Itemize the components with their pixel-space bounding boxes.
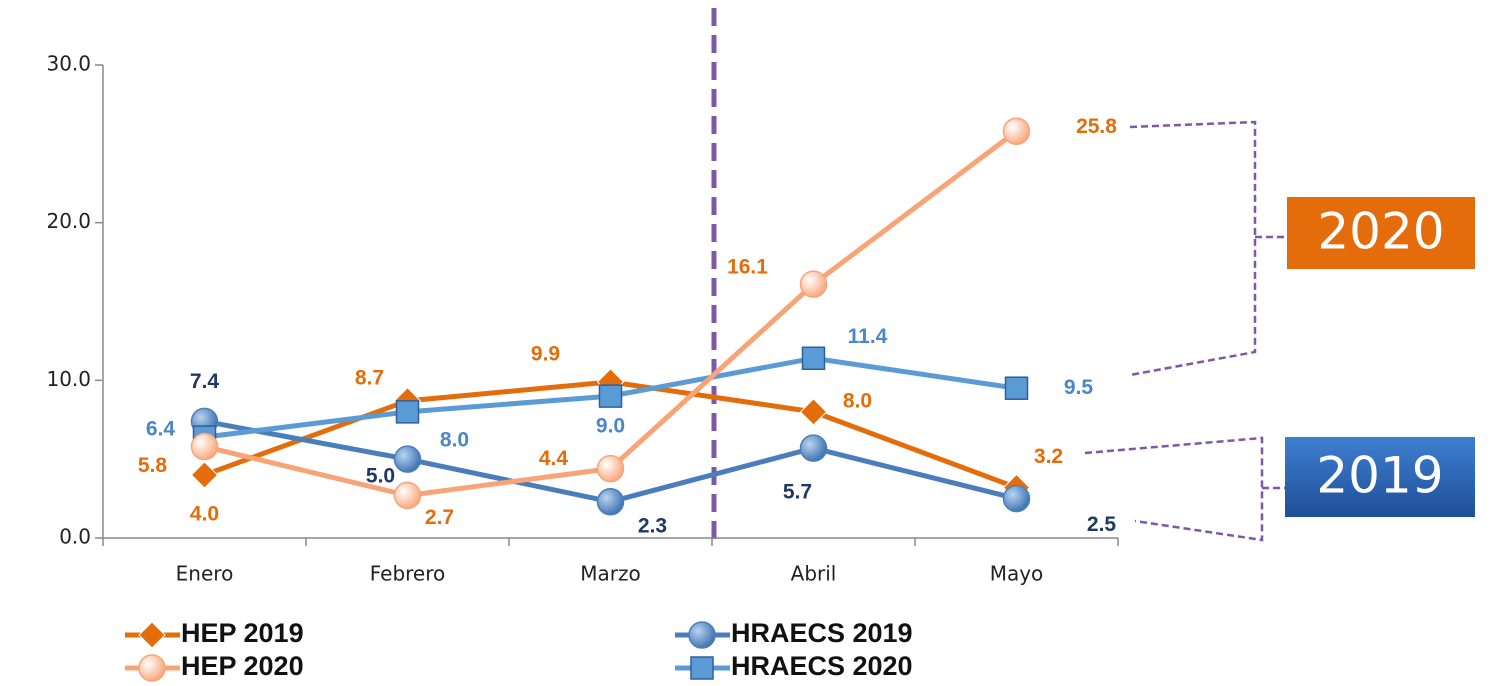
legend-label: HEP 2020 bbox=[181, 651, 304, 681]
x-tick-label: Mayo bbox=[990, 562, 1044, 586]
data-label: 8.0 bbox=[440, 428, 469, 451]
data-label: 6.4 bbox=[146, 418, 176, 441]
y-tick-label: 20.0 bbox=[46, 209, 91, 233]
marker bbox=[393, 481, 422, 510]
data-label: 9.9 bbox=[531, 342, 560, 365]
data-label: 9.0 bbox=[596, 415, 625, 438]
annotation: 2020 bbox=[1317, 203, 1444, 261]
data-label: 2.7 bbox=[425, 506, 454, 529]
marker bbox=[190, 432, 219, 461]
marker bbox=[688, 621, 716, 649]
marker bbox=[799, 270, 828, 298]
data-label: 16.1 bbox=[727, 256, 768, 279]
marker bbox=[395, 400, 420, 424]
bracket-2020 bbox=[1129, 120, 1257, 377]
data-label: 11.4 bbox=[848, 325, 888, 348]
annotation: 2019 bbox=[1316, 447, 1443, 505]
data-label: 5.0 bbox=[366, 465, 395, 488]
x-tick-label: Marzo bbox=[580, 562, 640, 586]
legend-label: HEP 2019 bbox=[181, 618, 304, 648]
marker bbox=[799, 434, 828, 462]
marker bbox=[138, 654, 166, 682]
y-tick-label: 0.0 bbox=[59, 525, 91, 549]
data-label: 5.8 bbox=[138, 454, 168, 477]
data-label: 8.7 bbox=[355, 366, 384, 389]
annotation-box bbox=[1285, 437, 1475, 517]
data-label: 2.5 bbox=[1087, 513, 1117, 536]
marker bbox=[190, 461, 219, 489]
data-label: 7.4 bbox=[190, 370, 220, 393]
x-tick-label: Febrero bbox=[370, 562, 446, 586]
data-label: 8.0 bbox=[843, 389, 872, 412]
marker bbox=[598, 384, 623, 408]
data-label: 25.8 bbox=[1076, 115, 1117, 138]
x-tick-label: Abril bbox=[791, 562, 837, 586]
marker bbox=[1002, 117, 1031, 145]
y-tick-label: 10.0 bbox=[46, 367, 91, 391]
legend-label: HRAECS 2020 bbox=[731, 651, 913, 681]
marker bbox=[596, 454, 625, 483]
marker bbox=[801, 346, 826, 371]
data-label: 9.5 bbox=[1064, 376, 1094, 399]
marker bbox=[138, 621, 166, 649]
data-label: 3.2 bbox=[1034, 445, 1063, 468]
data-label: 4.4 bbox=[539, 447, 569, 470]
marker bbox=[1002, 484, 1031, 513]
data-label: 2.3 bbox=[638, 514, 667, 537]
bracket-2019 bbox=[1084, 436, 1264, 542]
data-label: 5.7 bbox=[783, 481, 812, 504]
y-tick-label: 30.0 bbox=[46, 52, 91, 76]
marker bbox=[690, 656, 714, 680]
marker bbox=[799, 398, 828, 426]
legend-label: HRAECS 2019 bbox=[731, 618, 913, 648]
marker bbox=[393, 445, 422, 473]
data-label: 4.0 bbox=[190, 502, 219, 525]
x-tick-label: Enero bbox=[176, 562, 234, 586]
marker bbox=[596, 487, 625, 516]
annotation-box bbox=[1287, 197, 1475, 269]
marker bbox=[1004, 376, 1029, 400]
